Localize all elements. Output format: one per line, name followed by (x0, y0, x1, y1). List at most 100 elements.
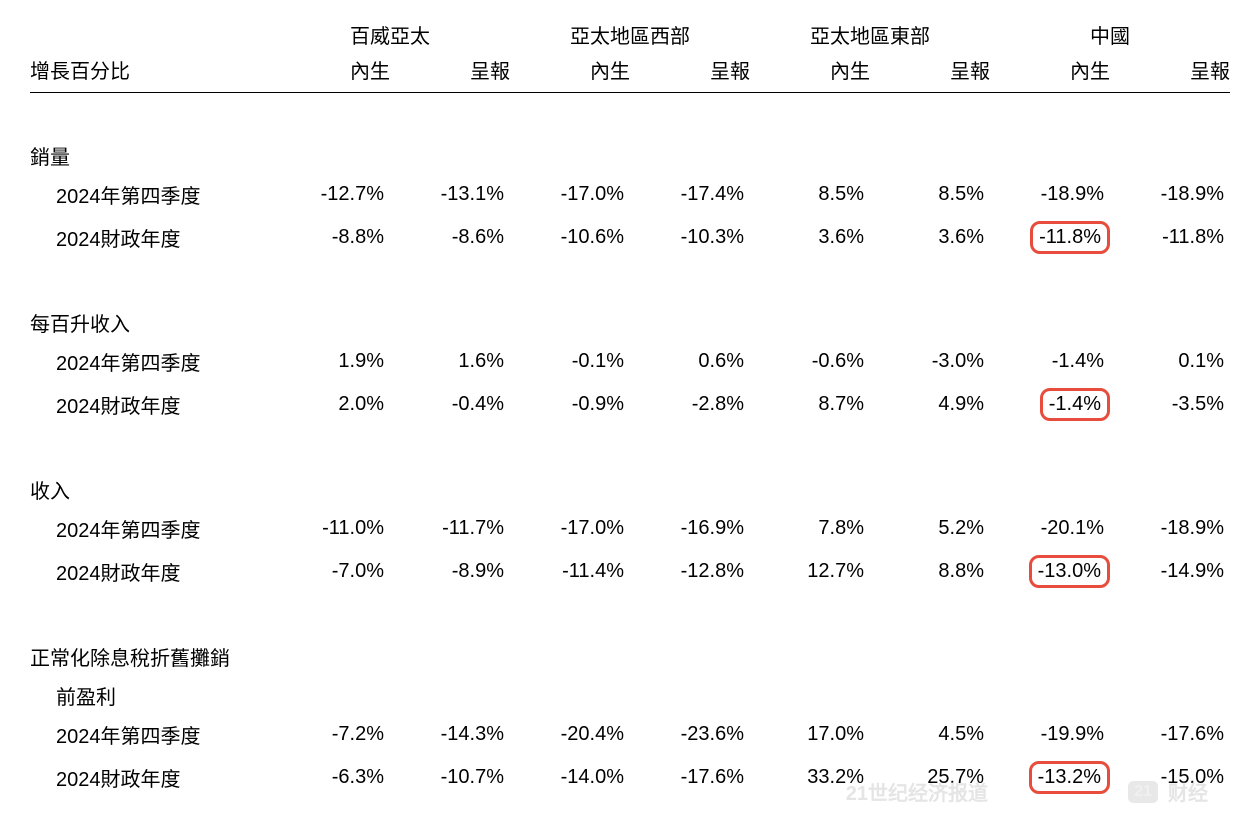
cell-value: 4.9% (932, 391, 990, 418)
data-cell: -8.6% (390, 215, 510, 260)
sub-header: 內生 (270, 55, 390, 93)
section-title: 銷量 (30, 93, 1230, 175)
cell-value: -7.0% (326, 558, 390, 585)
data-cell: -0.1% (510, 341, 630, 382)
cell-value: -3.5% (1166, 391, 1230, 418)
cell-value: -11.7% (436, 515, 510, 542)
data-cell: -18.9% (1110, 508, 1230, 549)
cell-value: -11.4% (556, 558, 630, 585)
data-cell: -17.6% (1110, 714, 1230, 755)
data-cell: -20.4% (510, 714, 630, 755)
data-cell: 3.6% (870, 215, 990, 260)
data-cell: -17.0% (510, 174, 630, 215)
data-cell: -18.9% (990, 174, 1110, 215)
data-cell: 8.8% (870, 549, 990, 594)
data-cell: -15.0% (1110, 755, 1230, 800)
data-cell: -17.4% (630, 174, 750, 215)
cell-value: 5.2% (932, 515, 990, 542)
row-label: 2024財政年度 (30, 755, 270, 800)
data-cell: 1.6% (390, 341, 510, 382)
cell-value: -18.9% (1155, 181, 1230, 208)
cell-value: 0.6% (692, 348, 750, 375)
table-header: 百威亞太 亞太地區西部 亞太地區東部 中國 增長百分比 內生 呈報 內生 呈報 … (30, 20, 1230, 93)
section-title-row: 收入 (30, 427, 1230, 508)
cell-value: -6.3% (326, 764, 390, 791)
table-row: 2024年第四季度-12.7%-13.1%-17.0%-17.4%8.5%8.5… (30, 174, 1230, 215)
cell-value: 25.7% (921, 764, 990, 791)
data-cell: 2.0% (270, 382, 390, 427)
header-row-groups: 百威亞太 亞太地區西部 亞太地區東部 中國 (30, 20, 1230, 55)
cell-value: -0.6% (806, 348, 870, 375)
group-header: 中國 (990, 20, 1230, 55)
cell-value: -12.8% (675, 558, 750, 585)
data-cell: -13.2% (990, 755, 1110, 800)
table-row: 2024年第四季度-7.2%-14.3%-20.4%-23.6%17.0%4.5… (30, 714, 1230, 755)
cell-value: 8.5% (932, 181, 990, 208)
data-cell: -20.1% (990, 508, 1110, 549)
section-title: 正常化除息稅折舊攤銷 (30, 594, 1230, 675)
group-header: 亞太地區西部 (510, 20, 750, 55)
data-cell: -7.0% (270, 549, 390, 594)
data-cell: 25.7% (870, 755, 990, 800)
data-cell: -12.8% (630, 549, 750, 594)
cell-value: -15.0% (1155, 764, 1230, 791)
cell-value: -8.6% (446, 224, 510, 251)
sub-header: 內生 (510, 55, 630, 93)
cell-value: 0.1% (1172, 348, 1230, 375)
cell-value: 7.8% (812, 515, 870, 542)
data-cell: 1.9% (270, 341, 390, 382)
cell-value: 1.6% (452, 348, 510, 375)
section-title-row: 銷量 (30, 93, 1230, 175)
row-header-title: 增長百分比 (30, 55, 270, 93)
section-title: 收入 (30, 427, 1230, 508)
cell-value: -0.4% (446, 391, 510, 418)
table-row: 2024財政年度-6.3%-10.7%-14.0%-17.6%33.2%25.7… (30, 755, 1230, 800)
cell-value: 33.2% (801, 764, 870, 791)
sub-header: 呈報 (630, 55, 750, 93)
data-cell: -17.6% (630, 755, 750, 800)
cell-value: -14.0% (555, 764, 630, 791)
data-cell: -8.9% (390, 549, 510, 594)
sub-header: 內生 (750, 55, 870, 93)
data-cell: -2.8% (630, 382, 750, 427)
cell-value: 4.5% (932, 721, 990, 748)
cell-value: -10.6% (555, 224, 630, 251)
data-cell: 8.5% (750, 174, 870, 215)
data-cell: -1.4% (990, 382, 1110, 427)
data-cell: -1.4% (990, 341, 1110, 382)
section-title-row: 正常化除息稅折舊攤銷 (30, 594, 1230, 675)
cell-value: -14.3% (435, 721, 510, 748)
highlighted-value: -1.4% (1040, 388, 1110, 421)
row-label: 2024年第四季度 (30, 341, 270, 382)
data-cell: -13.0% (990, 549, 1110, 594)
sub-header: 呈報 (390, 55, 510, 93)
data-cell: -18.9% (1110, 174, 1230, 215)
group-header: 亞太地區東部 (750, 20, 990, 55)
cell-value: -20.1% (1035, 515, 1110, 542)
data-cell: 4.9% (870, 382, 990, 427)
data-cell: 12.7% (750, 549, 870, 594)
table-row: 2024財政年度-8.8%-8.6%-10.6%-10.3%3.6%3.6%-1… (30, 215, 1230, 260)
cell-value: -7.2% (326, 721, 390, 748)
cell-value: -2.8% (686, 391, 750, 418)
cell-value: 17.0% (801, 721, 870, 748)
data-cell: -6.3% (270, 755, 390, 800)
cell-value: 2.0% (332, 391, 390, 418)
table-row: 2024年第四季度1.9% 1.6%-0.1% 0.6% -0.6% -3.0%-1.4… (30, 341, 1230, 382)
cell-value: -17.6% (1155, 721, 1230, 748)
table-row: 2024財政年度-7.0%-8.9%-11.4%-12.8%12.7%8.8%-… (30, 549, 1230, 594)
data-cell: -19.9% (990, 714, 1110, 755)
cell-value: -11.8% (1156, 224, 1230, 251)
highlighted-value: -11.8% (1030, 221, 1110, 254)
cell-value: -14.9% (1155, 558, 1230, 585)
highlighted-value: -13.2% (1029, 761, 1110, 794)
row-label: 2024財政年度 (30, 382, 270, 427)
cell-value: -3.0% (926, 348, 990, 375)
group-header: 百威亞太 (270, 20, 510, 55)
data-cell: 0.6% (630, 341, 750, 382)
data-cell: 17.0% (750, 714, 870, 755)
data-cell: -14.3% (390, 714, 510, 755)
data-cell: -0.9% (510, 382, 630, 427)
cell-value: -8.8% (326, 224, 390, 251)
data-cell: 8.7% (750, 382, 870, 427)
